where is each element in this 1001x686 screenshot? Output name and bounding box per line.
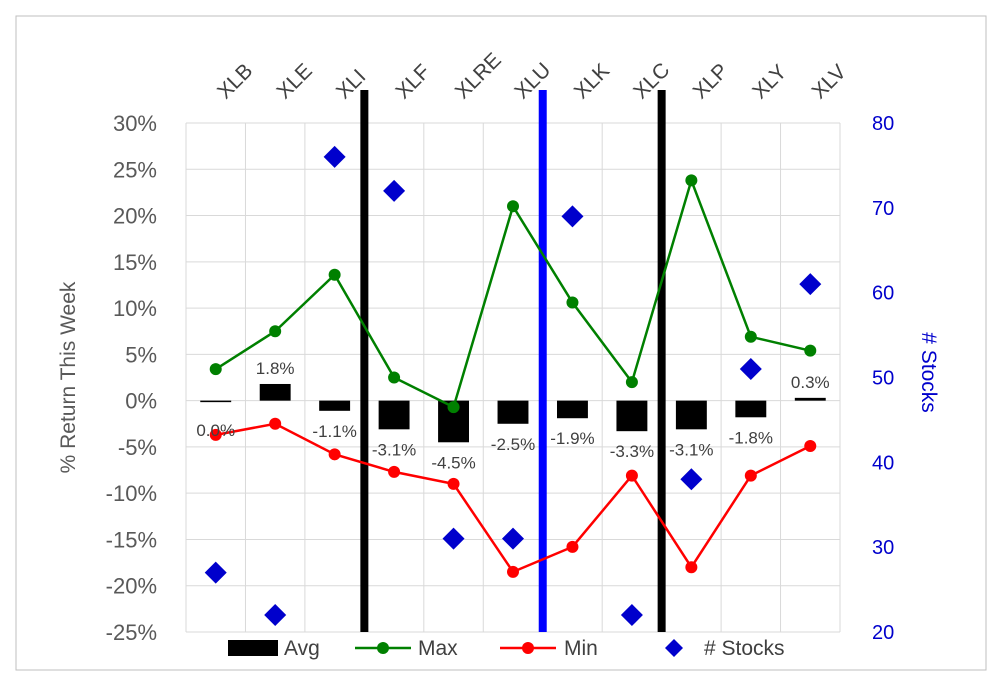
left-axis-tick-label: -20% bbox=[106, 574, 157, 599]
stocks-marker bbox=[502, 527, 524, 550]
legend-stocks-label: # Stocks bbox=[704, 637, 785, 660]
avg-bar bbox=[616, 400, 648, 432]
avg-bar bbox=[378, 400, 410, 430]
avg-bar bbox=[794, 397, 826, 401]
legend-stocks-marker bbox=[665, 639, 683, 657]
min-point bbox=[328, 448, 341, 461]
left-axis-tick-label: -10% bbox=[106, 481, 157, 506]
max-point bbox=[804, 344, 817, 357]
max-point bbox=[744, 330, 757, 343]
right-axis-tick-label: 50 bbox=[872, 368, 894, 390]
max-point bbox=[328, 268, 341, 281]
min-point bbox=[447, 477, 460, 490]
stocks-marker bbox=[204, 561, 227, 584]
min-point bbox=[804, 439, 817, 452]
avg-bar bbox=[735, 400, 767, 418]
avg-data-label: -3.3% bbox=[610, 442, 654, 461]
stocks-marker bbox=[739, 358, 762, 381]
left-axis-tick-label: -25% bbox=[106, 620, 157, 645]
legend-min-label: Min bbox=[564, 637, 598, 660]
left-axis-tick-label: 25% bbox=[113, 157, 157, 182]
max-point bbox=[447, 401, 460, 414]
stocks-marker bbox=[264, 604, 287, 627]
max-point bbox=[209, 363, 222, 376]
avg-bar bbox=[200, 400, 232, 403]
min-point bbox=[507, 565, 519, 578]
right-axis-tick-label: 30 bbox=[872, 537, 894, 559]
stocks-marker bbox=[383, 179, 406, 202]
avg-data-label: -3.1% bbox=[372, 440, 416, 459]
stocks-marker bbox=[799, 273, 822, 296]
avg-bar bbox=[556, 400, 588, 419]
stocks-marker bbox=[620, 604, 643, 627]
legend: Avg Max Min # Stocks bbox=[228, 637, 785, 660]
stocks-markers bbox=[204, 145, 822, 627]
right-axis-tick-label: 40 bbox=[872, 452, 894, 474]
min-point bbox=[685, 561, 698, 574]
min-point bbox=[269, 417, 282, 430]
stocks-marker bbox=[680, 468, 703, 491]
stocks-marker bbox=[323, 145, 346, 168]
max-point bbox=[566, 296, 579, 309]
data-labels: 0.0% 1.8% -1.1% -3.1% -4.5% -2.5% -1.9% -3.3% -3… bbox=[196, 359, 829, 472]
avg-data-label: -4.5% bbox=[431, 453, 475, 472]
right-axis-tick-label: 80 bbox=[872, 113, 894, 135]
avg-data-label: -3.1% bbox=[669, 440, 713, 459]
left-axis-tick-label: 15% bbox=[113, 250, 157, 275]
avg-data-label: -1.1% bbox=[312, 422, 356, 441]
left-axis-tick-label: 30% bbox=[113, 111, 157, 136]
left-axis-tick-label: 10% bbox=[113, 296, 157, 321]
right-axis-tick-label: 20 bbox=[872, 622, 894, 644]
min-point bbox=[388, 465, 401, 478]
avg-data-label: 1.8% bbox=[256, 359, 295, 378]
avg-bar bbox=[319, 400, 351, 411]
avg-data-label: 0.0% bbox=[196, 421, 235, 440]
right-axis-tick-label: 70 bbox=[872, 198, 894, 220]
line-series bbox=[209, 174, 817, 578]
left-axis-tick-label: -15% bbox=[106, 527, 157, 552]
avg-bar bbox=[675, 400, 707, 430]
category-separators bbox=[360, 90, 666, 632]
avg-data-label: -1.8% bbox=[729, 428, 773, 447]
left-axis-tick-label: -5% bbox=[118, 435, 157, 460]
avg-bar bbox=[259, 383, 291, 401]
max-point bbox=[685, 174, 698, 187]
max-point bbox=[507, 200, 519, 213]
legend-avg-label: Avg bbox=[284, 637, 320, 660]
avg-data-label: 0.3% bbox=[791, 373, 830, 392]
max-point bbox=[388, 371, 401, 384]
right-axis-tick-label: 60 bbox=[872, 283, 894, 305]
left-axis-title: % Return This Week bbox=[57, 281, 80, 473]
chart-area-border bbox=[15, 15, 987, 671]
right-axis-title: # Stocks bbox=[917, 332, 940, 413]
avg-data-label: -2.5% bbox=[491, 435, 535, 454]
legend-max-label: Max bbox=[418, 637, 458, 660]
legend-avg-swatch bbox=[228, 640, 278, 656]
max-point bbox=[625, 376, 638, 389]
min-point bbox=[744, 469, 757, 482]
min-point bbox=[209, 428, 222, 441]
avg-bar bbox=[497, 400, 529, 424]
min-point bbox=[625, 469, 638, 482]
avg-data-label: -1.9% bbox=[550, 429, 594, 448]
max-point bbox=[269, 325, 282, 338]
min-point bbox=[566, 540, 579, 553]
stocks-marker bbox=[442, 527, 465, 550]
legend-max-marker bbox=[377, 642, 389, 654]
left-axis-tick-label: 20% bbox=[113, 204, 157, 229]
left-axis-tick-label: 5% bbox=[125, 342, 157, 367]
left-axis-tick-label: 0% bbox=[125, 389, 157, 414]
stocks-marker bbox=[561, 205, 584, 228]
legend-min-marker bbox=[522, 642, 534, 654]
